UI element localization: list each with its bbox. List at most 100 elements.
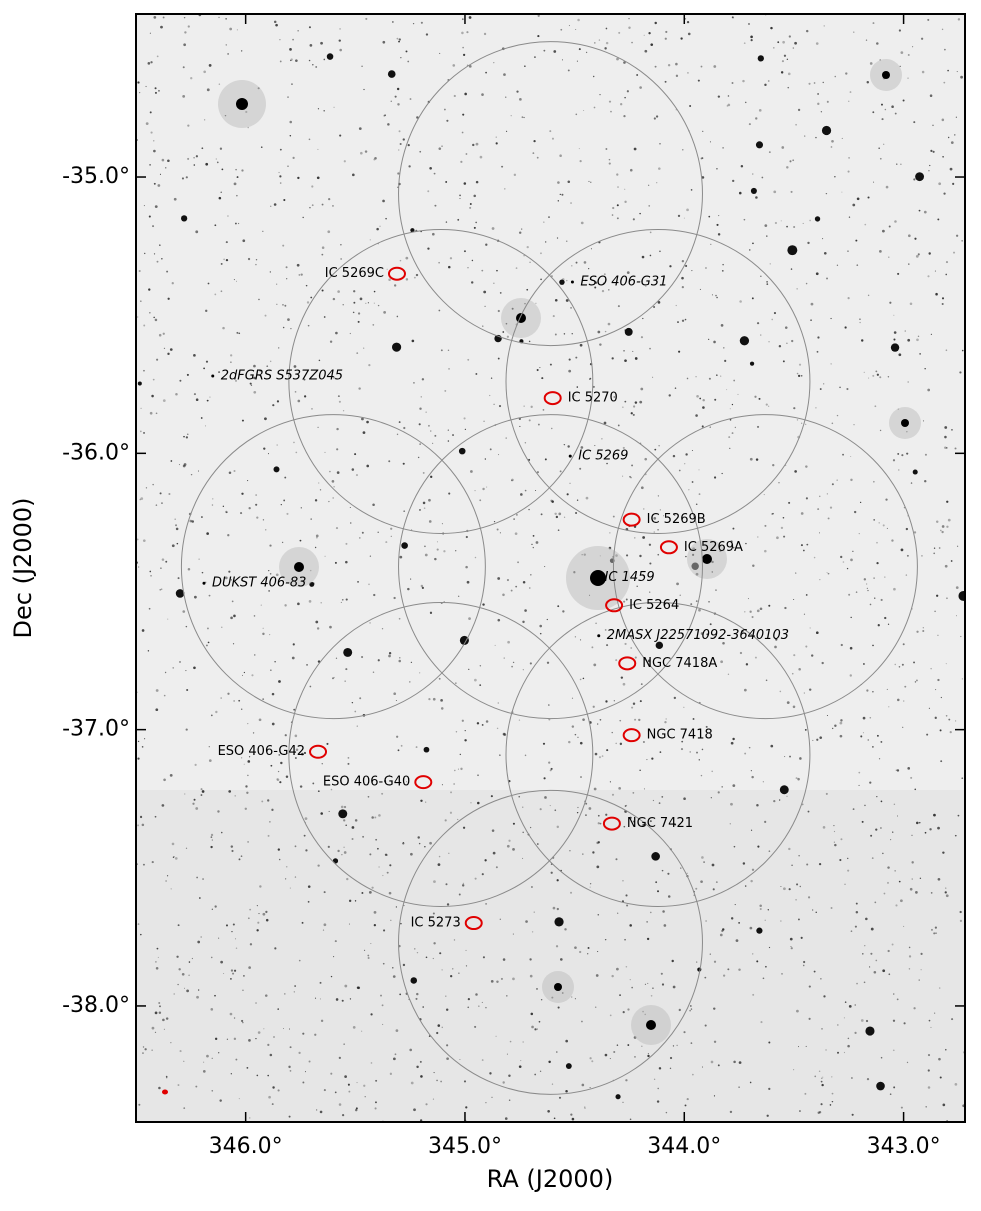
star: [282, 244, 285, 247]
star: [667, 64, 671, 67]
star: [232, 643, 235, 645]
star: [820, 1103, 823, 1106]
star: [353, 290, 356, 293]
star: [535, 541, 539, 544]
star: [731, 403, 734, 406]
star: [709, 426, 711, 428]
star: [588, 268, 590, 270]
star: [649, 591, 651, 593]
star: [445, 1008, 449, 1011]
star: [620, 676, 624, 679]
star: [491, 829, 495, 832]
star: [840, 643, 843, 647]
star: [420, 21, 423, 24]
star: [357, 312, 361, 315]
star: [171, 282, 174, 285]
star: [141, 823, 145, 827]
star: [628, 26, 631, 29]
star: [334, 561, 337, 564]
star: [532, 546, 534, 549]
star: [740, 165, 744, 168]
star: [186, 433, 189, 436]
star: [352, 173, 355, 177]
star: [582, 718, 585, 721]
star: [399, 555, 403, 559]
star: [569, 482, 571, 484]
star: [686, 1097, 689, 1101]
star: [609, 1058, 611, 1060]
star: [815, 42, 819, 45]
star: [852, 203, 856, 207]
star: [884, 108, 887, 111]
star: [342, 410, 345, 412]
star: [534, 1028, 537, 1031]
star: [577, 806, 579, 809]
star: [642, 536, 646, 539]
star: [153, 149, 156, 153]
star: [289, 887, 291, 889]
star: [248, 966, 251, 969]
star: [209, 396, 211, 398]
star: [228, 471, 232, 475]
star: [285, 878, 287, 880]
star: [279, 781, 282, 784]
sky-image-plate: [136, 790, 965, 1122]
star: [604, 47, 607, 50]
star: [230, 845, 234, 848]
star: [430, 475, 433, 478]
star: [315, 66, 318, 68]
star: [279, 182, 282, 184]
star: [273, 20, 277, 24]
star: [161, 558, 165, 561]
star: [398, 149, 400, 151]
star: [364, 150, 368, 153]
star: [632, 820, 635, 823]
star: [396, 87, 400, 91]
star: [855, 911, 859, 914]
star: [276, 778, 280, 781]
star: [465, 153, 468, 155]
bright-star: [757, 55, 764, 62]
star: [823, 25, 825, 27]
star: [913, 661, 915, 664]
star: [279, 148, 282, 151]
star: [659, 250, 661, 253]
star: [773, 311, 777, 315]
star: [446, 903, 450, 906]
star: [138, 566, 140, 568]
star: [374, 816, 377, 819]
star: [675, 62, 678, 66]
star: [650, 994, 653, 997]
star: [713, 476, 717, 479]
star: [345, 560, 348, 564]
star: [716, 223, 719, 226]
star: [947, 136, 950, 139]
star: [448, 368, 450, 370]
star: [791, 339, 794, 343]
star: [140, 933, 142, 936]
star: [490, 377, 493, 379]
star: [830, 146, 833, 148]
star: [349, 998, 352, 1000]
star: [548, 216, 550, 218]
star: [362, 835, 365, 838]
star: [436, 1031, 439, 1035]
star: [398, 130, 401, 133]
star: [940, 760, 943, 763]
star: [225, 258, 229, 262]
bright-star: [410, 228, 415, 233]
star: [854, 1031, 857, 1034]
star: [629, 978, 631, 981]
star: [518, 231, 522, 234]
star: [795, 899, 797, 901]
star: [851, 1077, 853, 1079]
star: [709, 141, 711, 143]
star: [183, 16, 186, 19]
star: [597, 814, 600, 817]
star: [764, 224, 768, 228]
star: [781, 60, 784, 63]
star: [486, 486, 488, 488]
star: [461, 884, 465, 887]
star: [236, 176, 239, 179]
star: [683, 217, 685, 219]
